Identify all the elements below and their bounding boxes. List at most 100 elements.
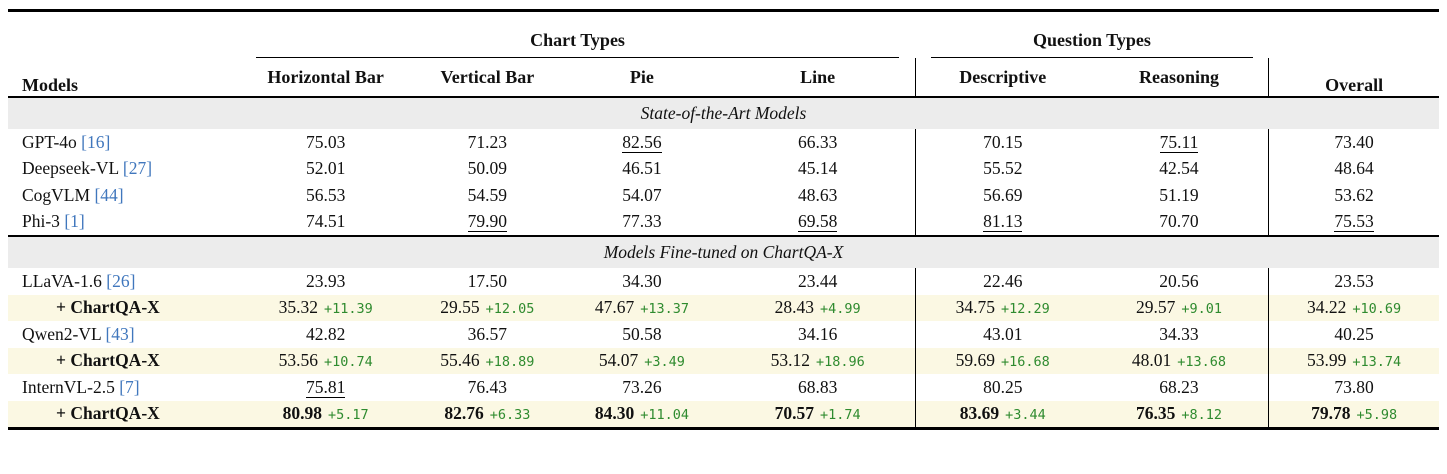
score-value: 48.63 — [797, 184, 838, 205]
citation-link[interactable]: [16] — [76, 131, 111, 152]
table-row: Deepseek-VL [27] 52.01 50.09 46.51 45.14 55.5… — [8, 155, 1439, 183]
group-header-question-types: Question Types — [915, 11, 1268, 58]
citation-link[interactable]: [43] — [101, 323, 135, 344]
model-name: + ChartQA-X — [56, 350, 160, 371]
score-value: 17.50 — [467, 270, 508, 291]
score-cell: 47.67 +13.37 — [563, 294, 721, 321]
score-cell: 34.22 +10.69 — [1268, 294, 1439, 321]
score-cell: 80.98 +5.17 — [239, 400, 412, 429]
score-value: 76.43 — [467, 376, 508, 397]
score-cell: 79.78 +5.98 — [1268, 400, 1439, 429]
score-cell: 70.57 +1.74 — [720, 400, 916, 429]
score-cell: 23.93 — [240, 268, 412, 295]
table-row: Phi-3 [1] 74.51 79.90 77.33 69.58 81.13 70.70 7… — [8, 208, 1439, 237]
score-cell: 29.57 +9.01 — [1089, 294, 1269, 321]
score-cell: 77.33 — [563, 209, 720, 237]
delta-value: +5.98 — [1356, 407, 1398, 424]
score-cell: 80.25 — [914, 374, 1090, 401]
score-value: 47.67 — [594, 297, 635, 318]
score-value: 56.53 — [305, 184, 346, 205]
score-value: 73.40 — [1334, 131, 1374, 152]
table-body: State-of-the-Art Models GPT-4o [16] 75.03 7… — [8, 97, 1439, 429]
score-cell: 43.01 — [914, 321, 1090, 348]
score-value: 53.62 — [1334, 184, 1374, 205]
score-cell: 48.01 +13.68 — [1089, 347, 1269, 374]
score-value: 34.22 — [1307, 297, 1347, 318]
delta-value: +13.74 — [1352, 354, 1402, 371]
column-header-pie: Pie — [563, 58, 721, 98]
section-title: State-of-the-Art Models — [8, 97, 1439, 129]
score-cell: 42.54 — [1090, 156, 1269, 183]
delta-value: +13.37 — [640, 301, 689, 318]
score-value: 70.70 — [1159, 211, 1199, 232]
score-cell: 56.69 — [914, 182, 1090, 209]
score-value: 80.25 — [983, 376, 1023, 397]
delta-value: +11.39 — [323, 301, 373, 318]
score-cell: 45.14 — [721, 156, 916, 183]
score-value: 73.26 — [622, 376, 662, 397]
score-value: 68.23 — [1159, 376, 1199, 397]
score-value: 74.51 — [305, 211, 346, 232]
score-cell: 23.44 — [721, 268, 916, 295]
table-row: CogVLM [44] 56.53 54.59 54.07 48.63 56.69 51.1… — [8, 182, 1439, 209]
model-name: + ChartQA-X — [56, 297, 160, 318]
model-name: Deepseek-VL — [22, 158, 119, 179]
score-cell: 56.53 — [240, 182, 412, 209]
score-cell: 76.35 +8.12 — [1089, 400, 1269, 429]
score-cell: 20.56 — [1090, 268, 1269, 295]
model-name-cell: Qwen2-VL [43] — [8, 321, 240, 348]
score-value: 23.93 — [305, 270, 346, 291]
table-row: InternVL-2.5 [7] 75.81 76.43 73.26 68.83 80.2… — [8, 374, 1439, 401]
delta-value: +18.96 — [815, 354, 865, 371]
score-cell: 82.56 — [563, 129, 720, 156]
score-value: 55.52 — [983, 158, 1023, 179]
score-cell: 71.23 — [412, 129, 564, 156]
score-cell: 70.70 — [1090, 209, 1269, 237]
column-header-reasoning: Reasoning — [1089, 58, 1270, 98]
score-value: 83.69 — [959, 403, 1000, 424]
citation-link[interactable]: [1] — [59, 211, 85, 232]
model-name-cell: GPT-4o [16] — [8, 129, 240, 156]
score-value: 73.80 — [1334, 376, 1374, 397]
score-value: 34.75 — [955, 297, 996, 318]
score-value: 76.35 — [1135, 403, 1176, 424]
score-value: 81.13 — [983, 211, 1023, 233]
score-cell: 36.57 — [412, 321, 564, 348]
finetuned-row-label: + ChartQA-X — [8, 294, 240, 321]
column-header-horizontal-bar: Horizontal Bar — [239, 58, 412, 98]
score-value: 46.51 — [622, 158, 662, 179]
finetuned-row-label: + ChartQA-X — [8, 347, 240, 374]
score-value: 43.01 — [983, 323, 1023, 344]
score-cell: 48.63 — [721, 182, 916, 209]
score-value: 45.14 — [797, 158, 838, 179]
citation-link[interactable]: [44] — [90, 184, 124, 205]
model-name-cell: LLaVA-1.6 [26] — [8, 268, 240, 295]
score-value: 29.55 — [440, 297, 480, 318]
score-cell: 28.43 +4.99 — [720, 294, 916, 321]
delta-value: +3.44 — [1005, 407, 1046, 424]
score-cell: 53.62 — [1268, 182, 1439, 209]
score-value: 23.44 — [797, 270, 838, 291]
model-name-cell: InternVL-2.5 [7] — [8, 374, 240, 401]
score-value: 20.56 — [1159, 270, 1199, 291]
score-value: 48.01 — [1131, 350, 1172, 371]
table-row: GPT-4o [16] 75.03 71.23 82.56 66.33 70.15 75.1… — [8, 129, 1439, 156]
model-name: CogVLM — [22, 184, 91, 205]
score-cell: 34.33 — [1090, 321, 1269, 348]
score-cell: 54.07 — [563, 182, 720, 209]
score-cell: 46.51 — [563, 156, 720, 183]
score-value: 52.01 — [305, 158, 346, 179]
citation-link[interactable]: [7] — [114, 376, 140, 397]
score-value: 82.56 — [622, 131, 662, 153]
score-value: 53.56 — [278, 350, 318, 371]
score-value: 75.03 — [305, 131, 346, 152]
table-row: LLaVA-1.6 [26] 23.93 17.50 34.30 23.44 22.46 2… — [8, 268, 1439, 295]
score-cell: 34.30 — [563, 268, 720, 295]
score-value: 77.33 — [622, 211, 662, 232]
citation-link[interactable]: [26] — [101, 270, 136, 291]
delta-value: +11.04 — [640, 407, 689, 424]
score-cell: 83.69 +3.44 — [914, 400, 1090, 429]
score-cell: 75.03 — [240, 129, 412, 156]
score-cell: 75.81 — [240, 374, 412, 401]
citation-link[interactable]: [27] — [118, 158, 153, 179]
